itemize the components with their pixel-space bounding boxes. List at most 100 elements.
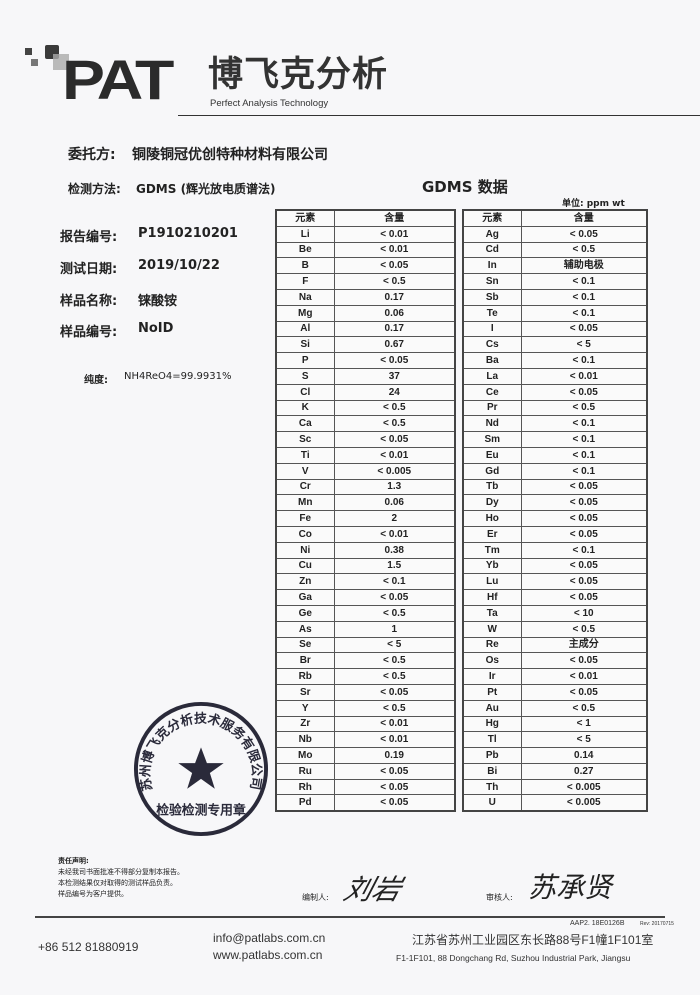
table-row: Nd < 0.1 <box>462 415 648 433</box>
table-row: Pb 0.14 <box>462 747 648 764</box>
table-row: Ti < 0.01 <box>275 446 456 464</box>
element-cell: Cd <box>462 241 522 259</box>
table-row: Bi 0.27 <box>462 762 648 780</box>
sample-no-label: 样品编号: <box>60 325 118 340</box>
table-row: Pd < 0.05 <box>275 794 456 812</box>
table-row: K < 0.5 <box>275 399 456 417</box>
gdms-table-right: 元素 含量 Ag < 0.05 Cd < 0.5 In 辅助电极 Sn < 0.1 Sb < 0.1… <box>462 209 648 813</box>
table-row: W < 0.5 <box>462 620 648 638</box>
sample-name-value: 铼酸铵 <box>138 294 178 309</box>
table-row: Si 0.67 <box>275 336 456 354</box>
content-cell: < 0.1 <box>520 288 648 306</box>
address-en: F1-1F101, 88 Dongchang Rd, Suzhou Indust… <box>396 953 631 963</box>
content-cell: 37 <box>333 367 456 385</box>
element-cell: B <box>275 257 335 275</box>
element-cell: Ba <box>462 352 522 369</box>
content-cell: 0.27 <box>520 762 648 780</box>
content-cell: < 5 <box>520 336 648 354</box>
table-row: Tm < 0.1 <box>462 541 648 559</box>
element-cell: Be <box>275 241 335 259</box>
content-cell: < 0.1 <box>520 541 648 559</box>
element-cell: Fe <box>275 510 335 527</box>
date-value: 2019/10/22 <box>138 258 220 273</box>
table-row: Ge < 0.5 <box>275 604 456 622</box>
official-stamp: 苏州博飞克分析技术服务有限公司 检验检测专用章 <box>133 701 269 837</box>
content-cell: < 0.01 <box>333 225 456 243</box>
content-cell: 0.67 <box>333 336 456 354</box>
content-cell: < 0.1 <box>520 352 648 369</box>
table-row: B < 0.05 <box>275 257 456 275</box>
method-label: 检测方法: <box>68 182 121 196</box>
table-row: I < 0.05 <box>462 320 648 338</box>
element-cell: Sb <box>462 288 522 306</box>
content-cell: 0.06 <box>333 304 456 322</box>
table-row: Sb < 0.1 <box>462 288 648 306</box>
element-cell: Hf <box>462 589 522 606</box>
content-cell: < 0.5 <box>333 699 456 717</box>
content-cell: 0.17 <box>333 320 456 338</box>
report-no-label: 报告编号: <box>60 230 118 245</box>
table-row: Hg < 1 <box>462 715 648 733</box>
header-element: 元素 <box>275 209 335 227</box>
table-row: Cd < 0.5 <box>462 241 648 259</box>
table-row: Ce < 0.05 <box>462 383 648 401</box>
element-cell: Te <box>462 304 522 322</box>
website-link[interactable]: www.patlabs.com.cn <box>213 948 323 962</box>
content-cell: < 0.5 <box>333 652 456 670</box>
table-row: Cs < 5 <box>462 336 648 354</box>
content-cell: < 0.01 <box>333 525 456 543</box>
table-row: Sm < 0.1 <box>462 431 648 448</box>
email-link[interactable]: info@patlabs.com.cn <box>213 931 326 945</box>
table-row: Sn < 0.1 <box>462 273 648 290</box>
element-cell: Ru <box>275 762 335 780</box>
table-row: Mg 0.06 <box>275 304 456 322</box>
content-cell: < 5 <box>333 636 456 654</box>
table-row: In 辅助电极 <box>462 257 648 275</box>
logo-brand: PAT <box>62 48 174 111</box>
table-row: Ag < 0.05 <box>462 225 648 243</box>
content-cell: < 0.05 <box>520 510 648 527</box>
element-cell: Ge <box>275 604 335 622</box>
table-row: V < 0.005 <box>275 462 456 480</box>
content-cell: < 0.01 <box>333 731 456 749</box>
element-cell: Mg <box>275 304 335 322</box>
content-cell: < 1 <box>520 715 648 733</box>
content-cell: < 0.01 <box>520 367 648 385</box>
logo-cn-name: 博飞克分析 <box>208 55 389 95</box>
report-no-value: P1910210201 <box>138 226 238 241</box>
compiler-label: 编制人: <box>302 893 329 902</box>
content-cell: < 0.1 <box>520 446 648 464</box>
element-cell: Cs <box>462 336 522 354</box>
table-row: Te < 0.1 <box>462 304 648 322</box>
table-row: Rh < 0.05 <box>275 778 456 796</box>
table-row: Fe 2 <box>275 510 456 527</box>
content-cell: < 0.1 <box>520 273 648 290</box>
content-cell: < 0.5 <box>520 699 648 717</box>
content-cell: < 0.05 <box>333 257 456 275</box>
element-cell: Ag <box>462 225 522 243</box>
element-cell: U <box>462 794 522 812</box>
table-row: Er < 0.05 <box>462 525 648 543</box>
element-cell: As <box>275 620 335 638</box>
table-row: Cr 1.3 <box>275 478 456 496</box>
element-cell: Gd <box>462 462 522 480</box>
element-cell: Eu <box>462 446 522 464</box>
element-cell: Sc <box>275 431 335 448</box>
header-divider <box>178 115 700 116</box>
content-cell: < 0.05 <box>520 494 648 512</box>
content-cell: < 0.5 <box>520 241 648 259</box>
element-cell: Pd <box>275 794 335 812</box>
gdms-table-left: 元素 含量 Li < 0.01 Be < 0.01 B < 0.05 F < 0.5 Na 0.17… <box>275 209 456 813</box>
content-cell: < 0.05 <box>520 589 648 606</box>
disclaimer-line: 本检测结果仅对取得的测试样品负责。 <box>58 879 177 887</box>
content-cell: < 0.1 <box>520 462 648 480</box>
content-cell: 辅助电极 <box>520 257 648 275</box>
compiler-signature: 刘岩 <box>340 873 406 906</box>
content-cell: < 0.01 <box>520 668 648 685</box>
element-cell: Ce <box>462 383 522 401</box>
content-cell: 24 <box>333 383 456 401</box>
disclaimer-line: 样品编号为客户提供。 <box>58 890 128 898</box>
element-cell: Li <box>275 225 335 243</box>
table-row: Cu 1.5 <box>275 557 456 575</box>
